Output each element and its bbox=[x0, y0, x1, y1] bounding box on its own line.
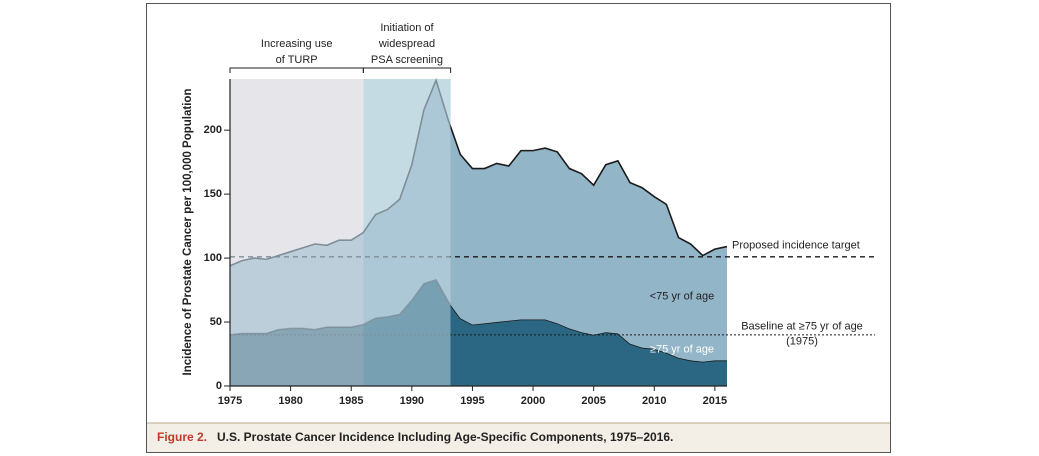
x-tick-label: 2005 bbox=[581, 395, 605, 407]
reference-label: (1975) bbox=[786, 336, 818, 348]
series-label: ≥75 yr of age bbox=[650, 343, 714, 355]
reference-label: Baseline at ≥75 yr of age bbox=[741, 321, 863, 333]
frame bbox=[146, 3, 891, 453]
y-tick-label: 50 bbox=[210, 316, 222, 328]
period-bracket bbox=[229, 67, 364, 73]
period-label: of TURP bbox=[276, 54, 318, 66]
x-tick-label: 1975 bbox=[218, 395, 242, 407]
x-tick-label: 2000 bbox=[521, 395, 545, 407]
area bbox=[230, 80, 727, 362]
reference-label: Proposed incidence target bbox=[732, 240, 860, 252]
caption-label: Figure 2. bbox=[157, 430, 207, 444]
caption-text: U.S. Prostate Cancer Incidence Including… bbox=[217, 430, 673, 444]
y-tick-label: 100 bbox=[204, 252, 222, 264]
y-tick-label: 200 bbox=[204, 124, 222, 136]
x-tick-label: 2015 bbox=[703, 395, 727, 407]
area bbox=[230, 279, 727, 386]
y-axis-label: Incidence of Prostate Cancer per 100,000… bbox=[182, 89, 194, 376]
caption-bar bbox=[147, 423, 890, 452]
series-label: <75 yr of age bbox=[650, 290, 715, 302]
period-bracket bbox=[362, 67, 452, 73]
y-tick-label: 0 bbox=[216, 380, 222, 392]
period-label: widespread bbox=[378, 38, 435, 50]
period-label: Initiation of bbox=[380, 22, 434, 34]
x-tick-label: 1995 bbox=[460, 395, 484, 407]
x-tick-label: 2010 bbox=[642, 395, 666, 407]
x-tick-label: 1980 bbox=[278, 395, 302, 407]
area-outline bbox=[229, 77, 728, 267]
period-label: PSA screening bbox=[371, 54, 443, 66]
area-outline bbox=[229, 278, 727, 363]
x-tick-label: 1990 bbox=[400, 395, 424, 407]
y-tick-label: 150 bbox=[204, 188, 222, 200]
x-tick-label: 1985 bbox=[339, 395, 363, 407]
period-label: Increasing use bbox=[261, 38, 333, 50]
